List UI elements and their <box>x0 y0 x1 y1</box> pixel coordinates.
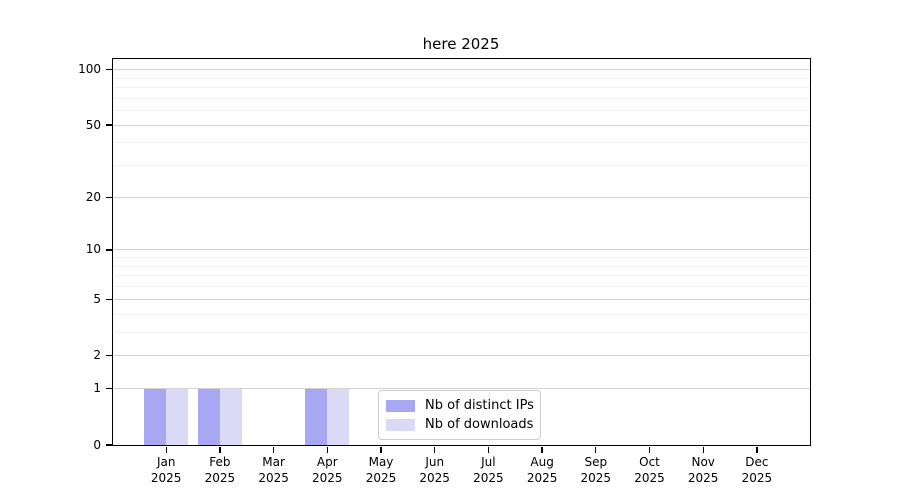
legend-item: Nb of distinct IPs <box>386 396 534 415</box>
x-axis-tick-label: Jul 2025 <box>456 454 520 486</box>
x-axis-tick <box>272 446 275 453</box>
x-axis-tick <box>380 446 382 453</box>
bar <box>327 388 350 445</box>
x-tick-month: May <box>368 455 394 469</box>
y-axis-tick <box>105 68 112 71</box>
x-tick-month: Nov <box>691 455 715 469</box>
x-axis-tick <box>434 446 436 453</box>
x-axis-tick <box>648 446 651 453</box>
x-tick-year: 2025 <box>580 471 612 485</box>
x-axis-tick <box>487 446 490 453</box>
x-tick-year: 2025 <box>634 471 665 485</box>
x-tick-year: 2025 <box>258 471 289 485</box>
x-axis-tick <box>541 446 543 453</box>
x-tick-year: 2025 <box>204 471 236 485</box>
grid-line-major <box>113 124 810 126</box>
x-axis-tick-label: Feb 2025 <box>188 454 252 486</box>
x-axis-tick <box>165 446 167 453</box>
y-axis-tick <box>105 387 112 390</box>
x-axis-tick <box>756 446 758 453</box>
x-tick-year: 2025 <box>419 471 450 485</box>
x-tick-month: Aug <box>530 455 554 469</box>
x-tick-year: 2025 <box>150 471 182 485</box>
grid-line-minor <box>113 286 810 288</box>
bar <box>166 388 189 445</box>
x-axis-tick-label: Aug 2025 <box>510 454 574 486</box>
x-axis-tick-label: Sep 2025 <box>564 454 628 486</box>
x-axis-tick-label: Mar 2025 <box>242 454 306 486</box>
grid-line-major <box>113 388 810 390</box>
grid-line-major <box>113 355 810 357</box>
bar <box>219 388 242 445</box>
x-axis-tick <box>595 446 597 453</box>
x-tick-year: 2025 <box>473 471 504 485</box>
x-tick-month: Dec <box>745 455 769 469</box>
y-axis-tick <box>105 444 112 446</box>
x-tick-year: 2025 <box>526 471 558 485</box>
x-tick-month: Apr <box>316 455 338 469</box>
x-axis-tick <box>702 446 704 453</box>
x-axis-tick-label: Oct 2025 <box>618 454 682 486</box>
x-tick-month: Sep <box>584 455 608 469</box>
grid-line-minor <box>113 165 810 167</box>
grid-line-major <box>113 196 810 198</box>
grid-line-major <box>113 69 810 71</box>
bar <box>197 388 220 445</box>
legend-label: Nb of distinct IPs <box>425 398 534 413</box>
y-axis-tick <box>105 354 112 357</box>
x-tick-month: Jun <box>425 455 445 469</box>
x-tick-year: 2025 <box>365 471 397 485</box>
grid-line-minor <box>113 313 810 315</box>
x-axis-tick <box>219 446 221 453</box>
grid-line-minor <box>113 142 810 144</box>
legend-label: Nb of downloads <box>425 417 534 432</box>
grid-line-minor <box>113 265 810 267</box>
x-tick-month: Jul <box>481 455 496 469</box>
x-tick-year: 2025 <box>312 471 343 485</box>
legend-swatch <box>386 399 415 412</box>
y-axis-tick <box>105 298 112 300</box>
x-tick-month: Jan <box>156 455 176 469</box>
y-axis-tick-label: 100 <box>78 62 101 77</box>
grid-line-minor <box>113 275 810 277</box>
plot-area: 0 1 2 5 10 20 50 100 Jan 2025 Feb 2025 Mar 2025 Apr 202… <box>78 59 810 485</box>
x-tick-year: 2025 <box>741 471 773 485</box>
legend-item: Nb of downloads <box>386 415 534 434</box>
grid-line-minor <box>113 97 810 99</box>
x-axis-tick-label: Jan 2025 <box>134 454 198 486</box>
grid-line-minor <box>113 257 810 259</box>
bar <box>144 388 167 445</box>
y-axis-tick-label: 5 <box>93 291 101 306</box>
x-tick-month: Mar <box>262 455 285 469</box>
x-axis-tick-label: Dec 2025 <box>725 454 789 486</box>
chart-title: here 2025 <box>422 35 500 53</box>
x-tick-month: Oct <box>639 455 660 469</box>
y-axis-tick-label: 20 <box>85 189 101 204</box>
y-axis-tick-label: 10 <box>85 242 101 257</box>
y-axis-tick-label: 0 <box>93 437 101 452</box>
grid-line-major <box>113 298 810 300</box>
grid-line-minor <box>113 110 810 112</box>
grid-line-minor <box>113 77 810 79</box>
grid-line-major <box>113 249 810 251</box>
x-axis-tick-label: Jun 2025 <box>403 454 467 486</box>
y-axis-tick-label: 50 <box>85 117 101 132</box>
y-axis-tick <box>105 196 112 199</box>
y-axis-tick <box>105 249 112 251</box>
x-axis-tick <box>326 446 328 453</box>
y-axis-tick <box>105 124 112 126</box>
bar <box>305 388 328 445</box>
y-axis-tick-label: 1 <box>93 381 101 396</box>
grid-line-minor <box>113 87 810 88</box>
x-axis-tick-label: May 2025 <box>349 454 413 486</box>
x-tick-year: 2025 <box>687 471 719 485</box>
x-axis-tick-label: Nov 2025 <box>671 454 735 486</box>
grid-line-minor <box>113 331 810 333</box>
y-axis-tick-label: 2 <box>93 348 101 363</box>
x-axis-tick-label: Apr 2025 <box>295 454 359 486</box>
legend: Nb of distinct IPs Nb of downloads <box>378 390 541 440</box>
legend-swatch <box>386 418 415 431</box>
x-tick-month: Feb <box>209 455 231 469</box>
